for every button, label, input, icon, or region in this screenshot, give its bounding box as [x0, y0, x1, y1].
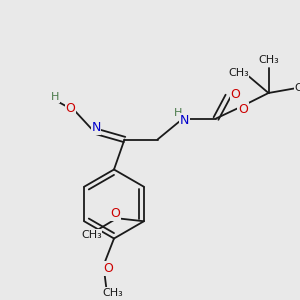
Text: N: N — [91, 121, 101, 134]
Text: O: O — [110, 207, 120, 220]
Text: CH₃: CH₃ — [102, 287, 123, 298]
Text: CH₃: CH₃ — [228, 68, 249, 79]
Text: O: O — [231, 88, 240, 101]
Text: CH₃: CH₃ — [294, 83, 300, 94]
Text: CH₃: CH₃ — [81, 230, 102, 240]
Text: O: O — [66, 101, 75, 115]
Text: CH₃: CH₃ — [258, 55, 279, 65]
Text: O: O — [103, 262, 113, 275]
Text: H: H — [174, 107, 183, 118]
Text: N: N — [180, 113, 189, 127]
Text: O: O — [238, 103, 248, 116]
Text: H: H — [51, 92, 60, 103]
